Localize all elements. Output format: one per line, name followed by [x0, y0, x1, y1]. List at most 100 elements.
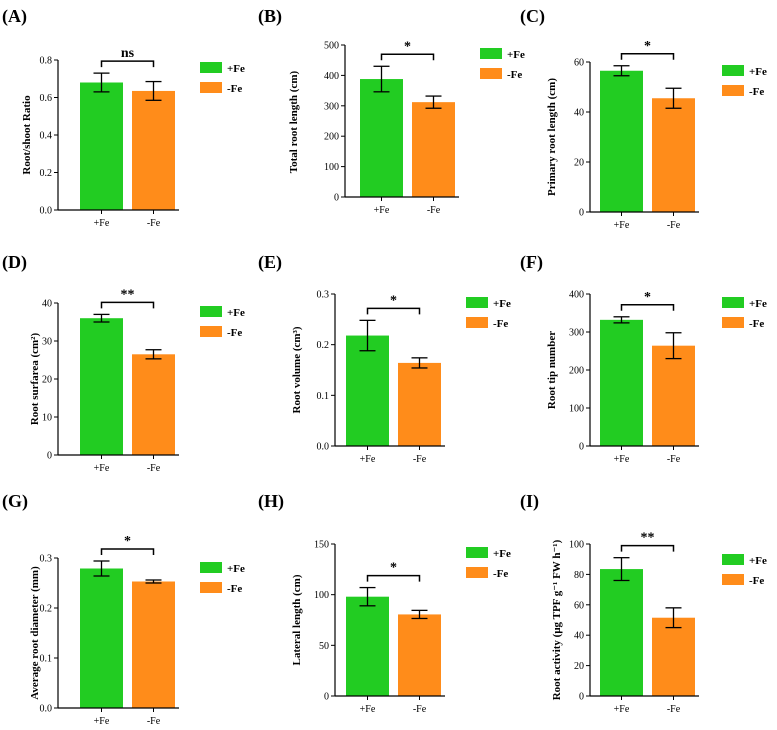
- legend-label: +Fe: [749, 555, 767, 567]
- legend-swatch: [722, 574, 744, 585]
- x-tick-label: -Fe: [147, 463, 161, 474]
- y-tick-label: 0: [324, 692, 329, 703]
- significance-bracket: [380, 53, 435, 61]
- y-tick-label: 0.4: [40, 131, 53, 142]
- chart-panel: (D) 0 10 20 30 40 Root surfarea (cm²) +Fe -Fe ** +…: [2, 252, 245, 474]
- legend-swatch: [480, 48, 502, 59]
- legend-label: +Fe: [507, 49, 525, 61]
- y-tick-label: 20: [42, 375, 52, 386]
- chart-panel: (A) 0.0 0.2 0.4 0.6 0.8 Root/shoot Ratio +Fe -Fe…: [2, 6, 245, 229]
- bar: [398, 614, 441, 696]
- y-axis-label: Average root diameter (mm): [29, 566, 41, 700]
- chart-panel: (C) 0 20 40 60 Primary root length (cm) +Fe -Fe…: [520, 6, 767, 231]
- y-tick-label: 10: [42, 413, 52, 424]
- legend-swatch: [200, 82, 222, 93]
- significance-label: *: [644, 39, 651, 54]
- y-tick-label: 40: [42, 299, 52, 310]
- y-tick-label: 0.2: [317, 340, 330, 351]
- significance-bracket: [620, 53, 675, 60]
- significance-bracket: [366, 574, 421, 582]
- significance-bracket: [620, 304, 675, 311]
- y-tick-label: 100: [324, 162, 339, 173]
- x-tick-label: +Fe: [360, 704, 376, 715]
- legend-label: -Fe: [493, 568, 508, 580]
- significance-label: ns: [121, 46, 135, 61]
- bar: [80, 318, 123, 455]
- significance-label: *: [390, 293, 397, 308]
- significance-bracket: [366, 307, 421, 315]
- y-axis-label: Root tip number: [546, 331, 558, 409]
- y-tick-label: 0.0: [317, 442, 330, 453]
- y-tick-label: 500: [324, 41, 339, 52]
- panel-label: (E): [258, 252, 282, 273]
- legend-swatch: [722, 554, 744, 565]
- significance-label: *: [644, 290, 651, 305]
- y-tick-label: 150: [314, 540, 329, 551]
- significance-bracket: [620, 544, 675, 552]
- panel-label: (F): [520, 252, 543, 273]
- y-tick-label: 0.0: [40, 704, 53, 715]
- legend-label: -Fe: [507, 69, 522, 81]
- x-tick-label: +Fe: [94, 218, 110, 229]
- legend-label: +Fe: [227, 63, 245, 75]
- bar: [652, 345, 695, 446]
- panel-label: (I): [520, 491, 539, 512]
- significance-label: *: [390, 561, 397, 576]
- significance-bracket: [100, 60, 155, 68]
- legend-swatch: [200, 562, 222, 573]
- y-tick-label: 0: [47, 451, 52, 462]
- legend-label: +Fe: [493, 298, 511, 310]
- y-tick-label: 100: [569, 540, 584, 551]
- legend-swatch: [200, 326, 222, 337]
- x-tick-label: +Fe: [94, 716, 110, 727]
- legend-swatch: [200, 62, 222, 73]
- panel-label: (H): [258, 491, 284, 512]
- panel-label: (D): [2, 252, 27, 273]
- chart-panel: (H) 0 50 100 150 Lateral length (cm) +Fe -Fe * +F…: [258, 491, 511, 715]
- x-tick-label: -Fe: [413, 704, 427, 715]
- significance-bracket: [100, 301, 155, 309]
- y-tick-label: 20: [574, 158, 584, 169]
- bar: [132, 90, 175, 210]
- significance-bracket: [100, 548, 155, 555]
- legend-swatch: [480, 68, 502, 79]
- x-tick-label: -Fe: [667, 454, 681, 465]
- x-tick-label: +Fe: [614, 220, 630, 231]
- y-tick-label: 40: [574, 631, 584, 642]
- legend-swatch: [722, 317, 744, 328]
- bar: [600, 70, 643, 212]
- y-tick-label: 30: [42, 337, 52, 348]
- legend-swatch: [722, 297, 744, 308]
- legend-swatch: [200, 306, 222, 317]
- significance-label: **: [121, 287, 135, 302]
- y-axis-label: Total root length (cm): [288, 70, 300, 173]
- legend-label: +Fe: [749, 298, 767, 310]
- legend-label: -Fe: [227, 583, 242, 595]
- x-tick-label: -Fe: [427, 205, 441, 216]
- legend-label: -Fe: [227, 327, 242, 339]
- bar: [80, 568, 123, 708]
- y-tick-label: 300: [324, 101, 339, 112]
- x-tick-label: +Fe: [374, 205, 390, 216]
- y-tick-label: 60: [574, 58, 584, 69]
- y-axis-label: Root volume (cm³): [291, 326, 303, 413]
- chart-panel: (B) 0 100 200 300 400 500 Total root length (cm…: [258, 6, 525, 216]
- y-tick-label: 0: [579, 442, 584, 453]
- legend-swatch: [466, 567, 488, 578]
- y-axis-label: Root/shoot Ratio: [21, 95, 33, 175]
- y-tick-label: 0.2: [40, 168, 53, 179]
- legend-label: -Fe: [493, 318, 508, 330]
- x-tick-label: +Fe: [360, 454, 376, 465]
- panel-label: (C): [520, 6, 545, 27]
- legend-label: -Fe: [749, 86, 764, 98]
- y-tick-label: 60: [574, 600, 584, 611]
- panel-label: (G): [2, 491, 28, 512]
- y-tick-label: 0.0: [40, 206, 53, 217]
- y-tick-label: 0.3: [317, 290, 330, 301]
- y-tick-label: 0.3: [40, 554, 53, 565]
- x-tick-label: -Fe: [147, 716, 161, 727]
- x-tick-label: +Fe: [614, 454, 630, 465]
- significance-label: **: [641, 531, 655, 546]
- legend-label: -Fe: [227, 83, 242, 95]
- bar: [600, 569, 643, 696]
